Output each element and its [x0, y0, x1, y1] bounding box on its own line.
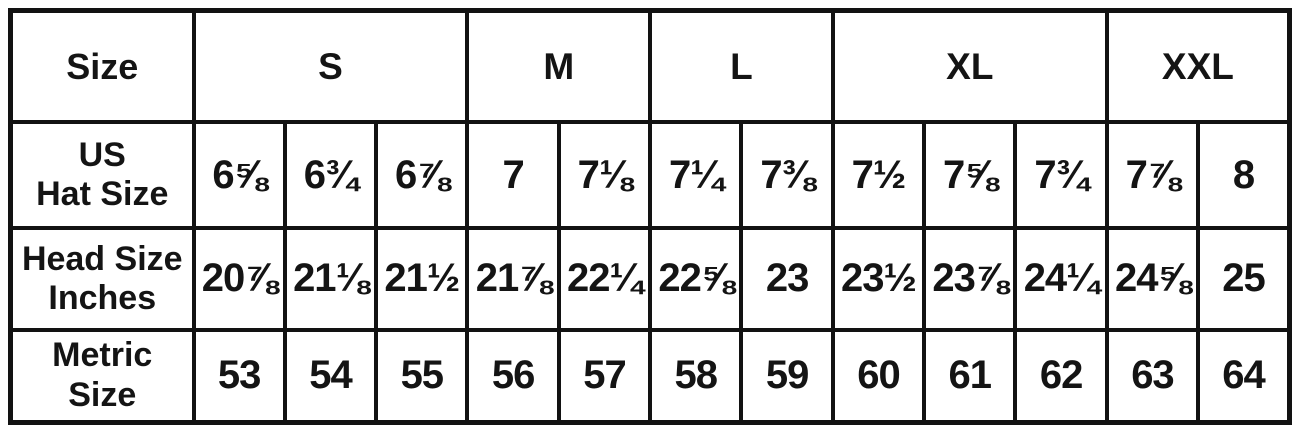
head-size-inches-cell: 20⅞: [191, 226, 287, 332]
head-size-inches-cell: 21⅛: [282, 226, 379, 332]
row-label-us-hat-size: US Hat Size: [8, 120, 196, 231]
us-hat-size-cell: 7⅜: [739, 120, 835, 231]
metric-size-cell: 64: [1196, 327, 1292, 425]
metric-size-cell: 56: [465, 327, 561, 425]
head-size-inches-cell: 21½: [374, 226, 470, 332]
head-size-inches-cell: 23: [739, 226, 835, 332]
head-size-inches-cell: 23⅞: [922, 226, 1018, 332]
row-label-line: Inches: [48, 278, 157, 317]
row-label-line: Head Size: [21, 239, 183, 278]
metric-size-cell: 60: [830, 327, 927, 425]
row-label-line: Metric: [52, 336, 153, 375]
size-group-header-xl: XL: [830, 8, 1109, 125]
us-hat-size-cell: 7¾: [1013, 120, 1109, 231]
us-hat-size-cell: 8: [1196, 120, 1292, 231]
head-size-inches-row: Head Size Inches 20⅞ 21⅛ 21½ 21⅞ 22¼ 22⅝…: [8, 226, 1292, 332]
us-hat-size-cell: 7⅝: [922, 120, 1018, 231]
metric-size-cell: 54: [282, 327, 379, 425]
head-size-inches-cell: 22¼: [556, 226, 653, 332]
us-hat-size-cell: 6⅝: [191, 120, 287, 231]
row-label-line: Size: [68, 375, 137, 414]
size-group-header-s: S: [191, 8, 470, 125]
size-group-header-m: M: [465, 8, 653, 125]
metric-size-cell: 59: [739, 327, 835, 425]
us-hat-size-cell: 7⅛: [556, 120, 653, 231]
metric-size-cell: 61: [922, 327, 1018, 425]
head-size-inches-cell: 21⅞: [465, 226, 561, 332]
row-label-head-size-inches: Head Size Inches: [8, 226, 196, 332]
metric-size-row: Metric Size 53 54 55 56 57 58 59 60 61 6…: [8, 327, 1292, 425]
row-label-metric-size: Metric Size: [8, 327, 196, 425]
us-hat-size-cell: 7½: [830, 120, 927, 231]
head-size-inches-cell: 25: [1196, 226, 1292, 332]
us-hat-size-cell: 7⅞: [1104, 120, 1201, 231]
us-hat-size-cell: 6¾: [282, 120, 379, 231]
head-size-inches-cell: 22⅝: [648, 226, 744, 332]
metric-size-cell: 58: [648, 327, 744, 425]
us-hat-size-row: US Hat Size 6⅝ 6¾ 6⅞ 7 7⅛ 7¼ 7⅜ 7½ 7⅝ 7¾…: [8, 120, 1292, 231]
size-group-header-row: Size S M L XL XXL: [8, 8, 1292, 125]
size-group-header-l: L: [648, 8, 835, 125]
head-size-inches-cell: 24⅝: [1104, 226, 1201, 332]
row-label-line: Hat Size: [36, 175, 169, 214]
metric-size-cell: 53: [191, 327, 287, 425]
size-group-header-xxl: XXL: [1104, 8, 1292, 125]
us-hat-size-cell: 7: [465, 120, 561, 231]
head-size-inches-cell: 23½: [830, 226, 927, 332]
metric-size-cell: 57: [556, 327, 653, 425]
head-size-inches-cell: 24¼: [1013, 226, 1109, 332]
us-hat-size-cell: 7¼: [648, 120, 744, 231]
metric-size-cell: 55: [374, 327, 470, 425]
row-label-line: US: [78, 135, 126, 174]
hat-size-chart-table: Size S M L XL XXL US Hat Size 6⅝ 6¾ 6⅞ 7…: [8, 8, 1292, 425]
corner-header-cell: Size: [8, 8, 196, 125]
metric-size-cell: 63: [1104, 327, 1201, 425]
us-hat-size-cell: 6⅞: [374, 120, 470, 231]
metric-size-cell: 62: [1013, 327, 1109, 425]
